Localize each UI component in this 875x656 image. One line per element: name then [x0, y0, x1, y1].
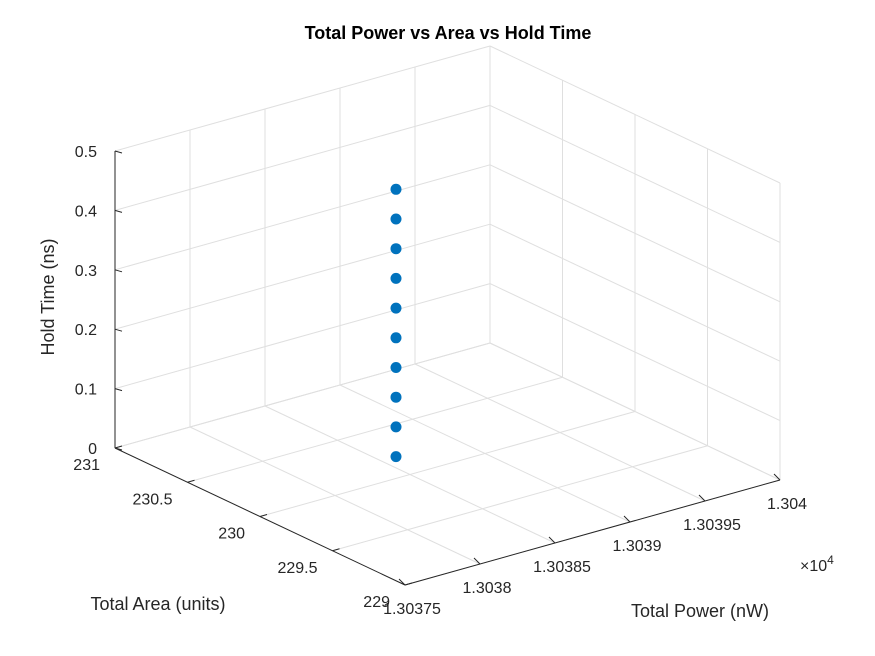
floor-grid-line-y	[187, 376, 563, 483]
x-tick-label: 1.30375	[383, 601, 441, 618]
data-point	[390, 183, 402, 195]
data-point	[390, 332, 402, 344]
y-tick-mark	[114, 445, 123, 449]
back-wall-grid-line-z	[114, 164, 491, 271]
z-tick-mark	[114, 150, 123, 154]
x-tick-label: 1.30385	[533, 559, 591, 576]
y-tick-mark	[332, 548, 340, 552]
side-wall-grid-line-z	[489, 164, 781, 303]
z-tick-mark	[114, 388, 123, 392]
side-wall-grid-line-z	[489, 104, 781, 243]
data-points	[390, 183, 402, 463]
data-point	[390, 302, 402, 314]
tick-labels: 1.30375 1.3038 1.30385 1.3039 1.30395 1.304 22…	[73, 144, 807, 618]
z-tick-label: 0.3	[75, 263, 97, 280]
x-tick-mark	[473, 557, 481, 565]
z-tick-label: 0.5	[75, 144, 97, 161]
y-tick-mark	[404, 582, 413, 586]
floor-grid-line-y	[259, 411, 636, 517]
x-tick-label: 1.3039	[613, 538, 662, 555]
side-wall-grid-line-z	[489, 283, 781, 422]
data-point	[390, 272, 402, 284]
x-axis-label: Total Power (nW)	[631, 601, 769, 621]
x-tick-label: 1.30395	[683, 517, 741, 534]
back-wall-grid-line-z	[114, 104, 491, 211]
y-tick-label: 231	[73, 457, 100, 474]
z-tick-label: 0.1	[75, 382, 97, 399]
z-tick-mark	[114, 209, 123, 213]
side-wall-grid-line-z	[489, 342, 781, 481]
y-axis-label: Total Area (units)	[90, 594, 225, 614]
y-tick-label: 229.5	[277, 560, 317, 577]
data-point	[390, 362, 402, 373]
y-tick-label: 230.5	[132, 491, 172, 508]
z-axis-label: Hold Time (ns)	[38, 238, 58, 355]
x-exponent-base: ×10	[800, 558, 827, 575]
side-wall-grid-line-z	[489, 223, 781, 362]
side-wall-grid-line-z	[489, 45, 781, 184]
z-tick-label: 0.2	[75, 322, 97, 339]
z-tick-label: 0.4	[75, 203, 97, 220]
floor-grid-line-y	[332, 445, 708, 552]
data-point	[390, 391, 402, 403]
data-point	[390, 451, 402, 463]
back-wall-grid-line-z	[114, 223, 491, 330]
z-tick-mark	[114, 269, 123, 273]
axis-lines	[114, 150, 781, 586]
x-axis-line	[404, 479, 781, 586]
z-tick-mark	[114, 447, 123, 451]
x-tick-mark	[548, 536, 556, 544]
back-wall-grid-line-z	[114, 45, 491, 152]
y-tick-mark	[187, 479, 195, 483]
back-wall-grid-line-z	[114, 342, 491, 449]
grid-lines	[114, 45, 781, 586]
y-tick-mark	[259, 514, 268, 517]
x-tick-mark	[398, 578, 406, 586]
data-point	[390, 421, 402, 433]
y-tick-label: 229	[363, 594, 390, 611]
z-tick-label: 0	[88, 441, 97, 458]
x-tick-label: 1.3038	[463, 580, 512, 597]
y-tick-label: 230	[218, 526, 245, 543]
x-tick-mark	[623, 515, 631, 523]
x-tick-label: 1.304	[767, 496, 807, 513]
x-axis-exponent: ×104	[800, 553, 834, 575]
data-point	[390, 213, 402, 225]
z-tick-mark	[114, 328, 123, 332]
data-point	[390, 243, 402, 255]
back-wall-grid-line-z	[114, 283, 491, 390]
chart-title: Total Power vs Area vs Hold Time	[305, 23, 592, 43]
x-tick-mark	[773, 473, 781, 481]
x-tick-mark	[698, 494, 706, 502]
x-exponent-power: 4	[827, 553, 834, 567]
